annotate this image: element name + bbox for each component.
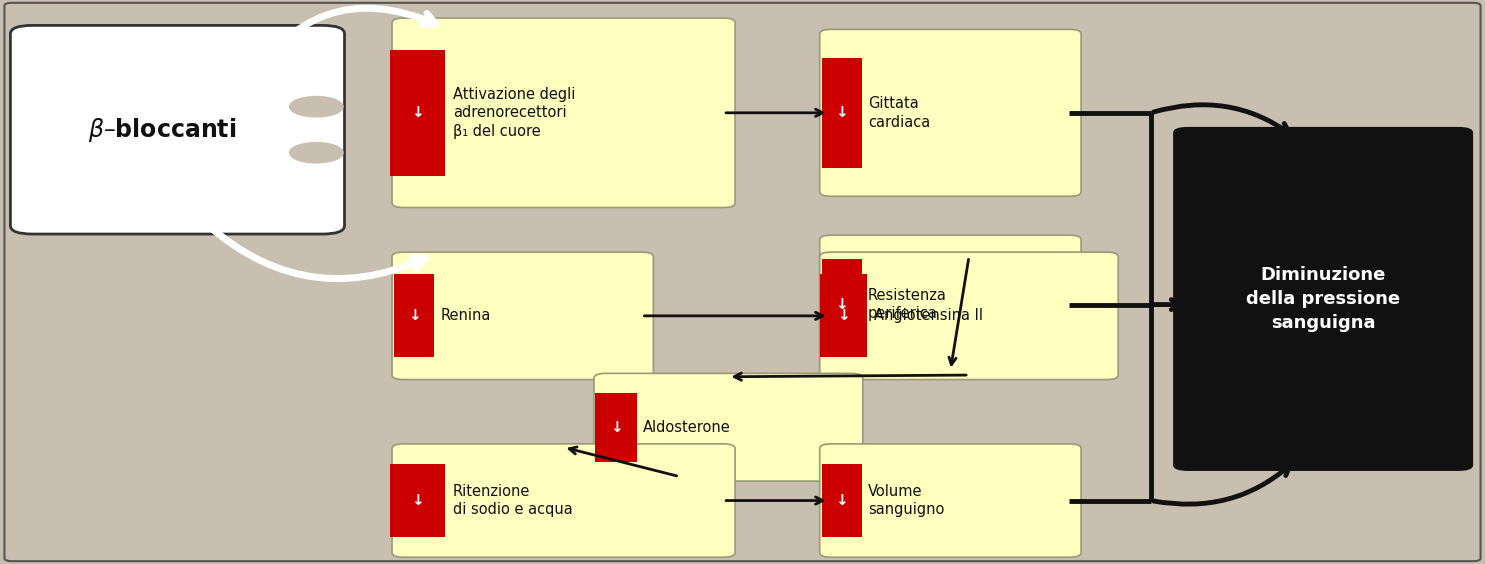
Text: ↓: ↓ bbox=[838, 309, 849, 323]
Text: Diminuzione
della pressione
sanguigna: Diminuzione della pressione sanguigna bbox=[1246, 266, 1400, 332]
FancyBboxPatch shape bbox=[820, 274, 867, 358]
Text: Attivazione degli
adrenorecettori
β₁ del cuore: Attivazione degli adrenorecettori β₁ del… bbox=[453, 87, 575, 139]
FancyBboxPatch shape bbox=[820, 29, 1081, 196]
Circle shape bbox=[290, 143, 343, 163]
Text: ↓: ↓ bbox=[411, 493, 423, 508]
Text: ↓: ↓ bbox=[411, 105, 423, 120]
FancyBboxPatch shape bbox=[394, 274, 434, 358]
FancyBboxPatch shape bbox=[821, 259, 861, 350]
FancyBboxPatch shape bbox=[821, 464, 861, 537]
Text: Gittata
cardiaca: Gittata cardiaca bbox=[867, 96, 930, 130]
FancyBboxPatch shape bbox=[392, 444, 735, 557]
Text: Renina: Renina bbox=[440, 309, 490, 323]
Text: Volume
sanguigno: Volume sanguigno bbox=[867, 484, 944, 517]
FancyBboxPatch shape bbox=[595, 393, 637, 462]
Text: $\beta$–bloccanti: $\beta$–bloccanti bbox=[89, 116, 236, 144]
Text: Aldosterone: Aldosterone bbox=[643, 420, 731, 435]
FancyBboxPatch shape bbox=[820, 252, 1118, 380]
FancyBboxPatch shape bbox=[392, 252, 653, 380]
Circle shape bbox=[290, 96, 343, 117]
FancyBboxPatch shape bbox=[4, 3, 1481, 561]
Text: ↓: ↓ bbox=[836, 297, 848, 312]
FancyBboxPatch shape bbox=[820, 444, 1081, 557]
Text: ↓: ↓ bbox=[836, 493, 848, 508]
Text: ↓: ↓ bbox=[610, 420, 622, 435]
FancyBboxPatch shape bbox=[594, 373, 863, 481]
Text: Ritenzione
di sodio e acqua: Ritenzione di sodio e acqua bbox=[453, 484, 573, 517]
Text: ↓: ↓ bbox=[836, 105, 848, 120]
FancyBboxPatch shape bbox=[391, 50, 444, 176]
Text: ↓: ↓ bbox=[408, 309, 420, 323]
FancyBboxPatch shape bbox=[10, 25, 345, 234]
FancyBboxPatch shape bbox=[391, 464, 444, 537]
Text: Angiotensina II: Angiotensina II bbox=[873, 309, 983, 323]
FancyBboxPatch shape bbox=[1173, 127, 1473, 471]
FancyBboxPatch shape bbox=[820, 235, 1081, 374]
FancyBboxPatch shape bbox=[392, 18, 735, 208]
FancyBboxPatch shape bbox=[821, 58, 861, 168]
Text: Resistenza
periferica: Resistenza periferica bbox=[867, 288, 947, 321]
